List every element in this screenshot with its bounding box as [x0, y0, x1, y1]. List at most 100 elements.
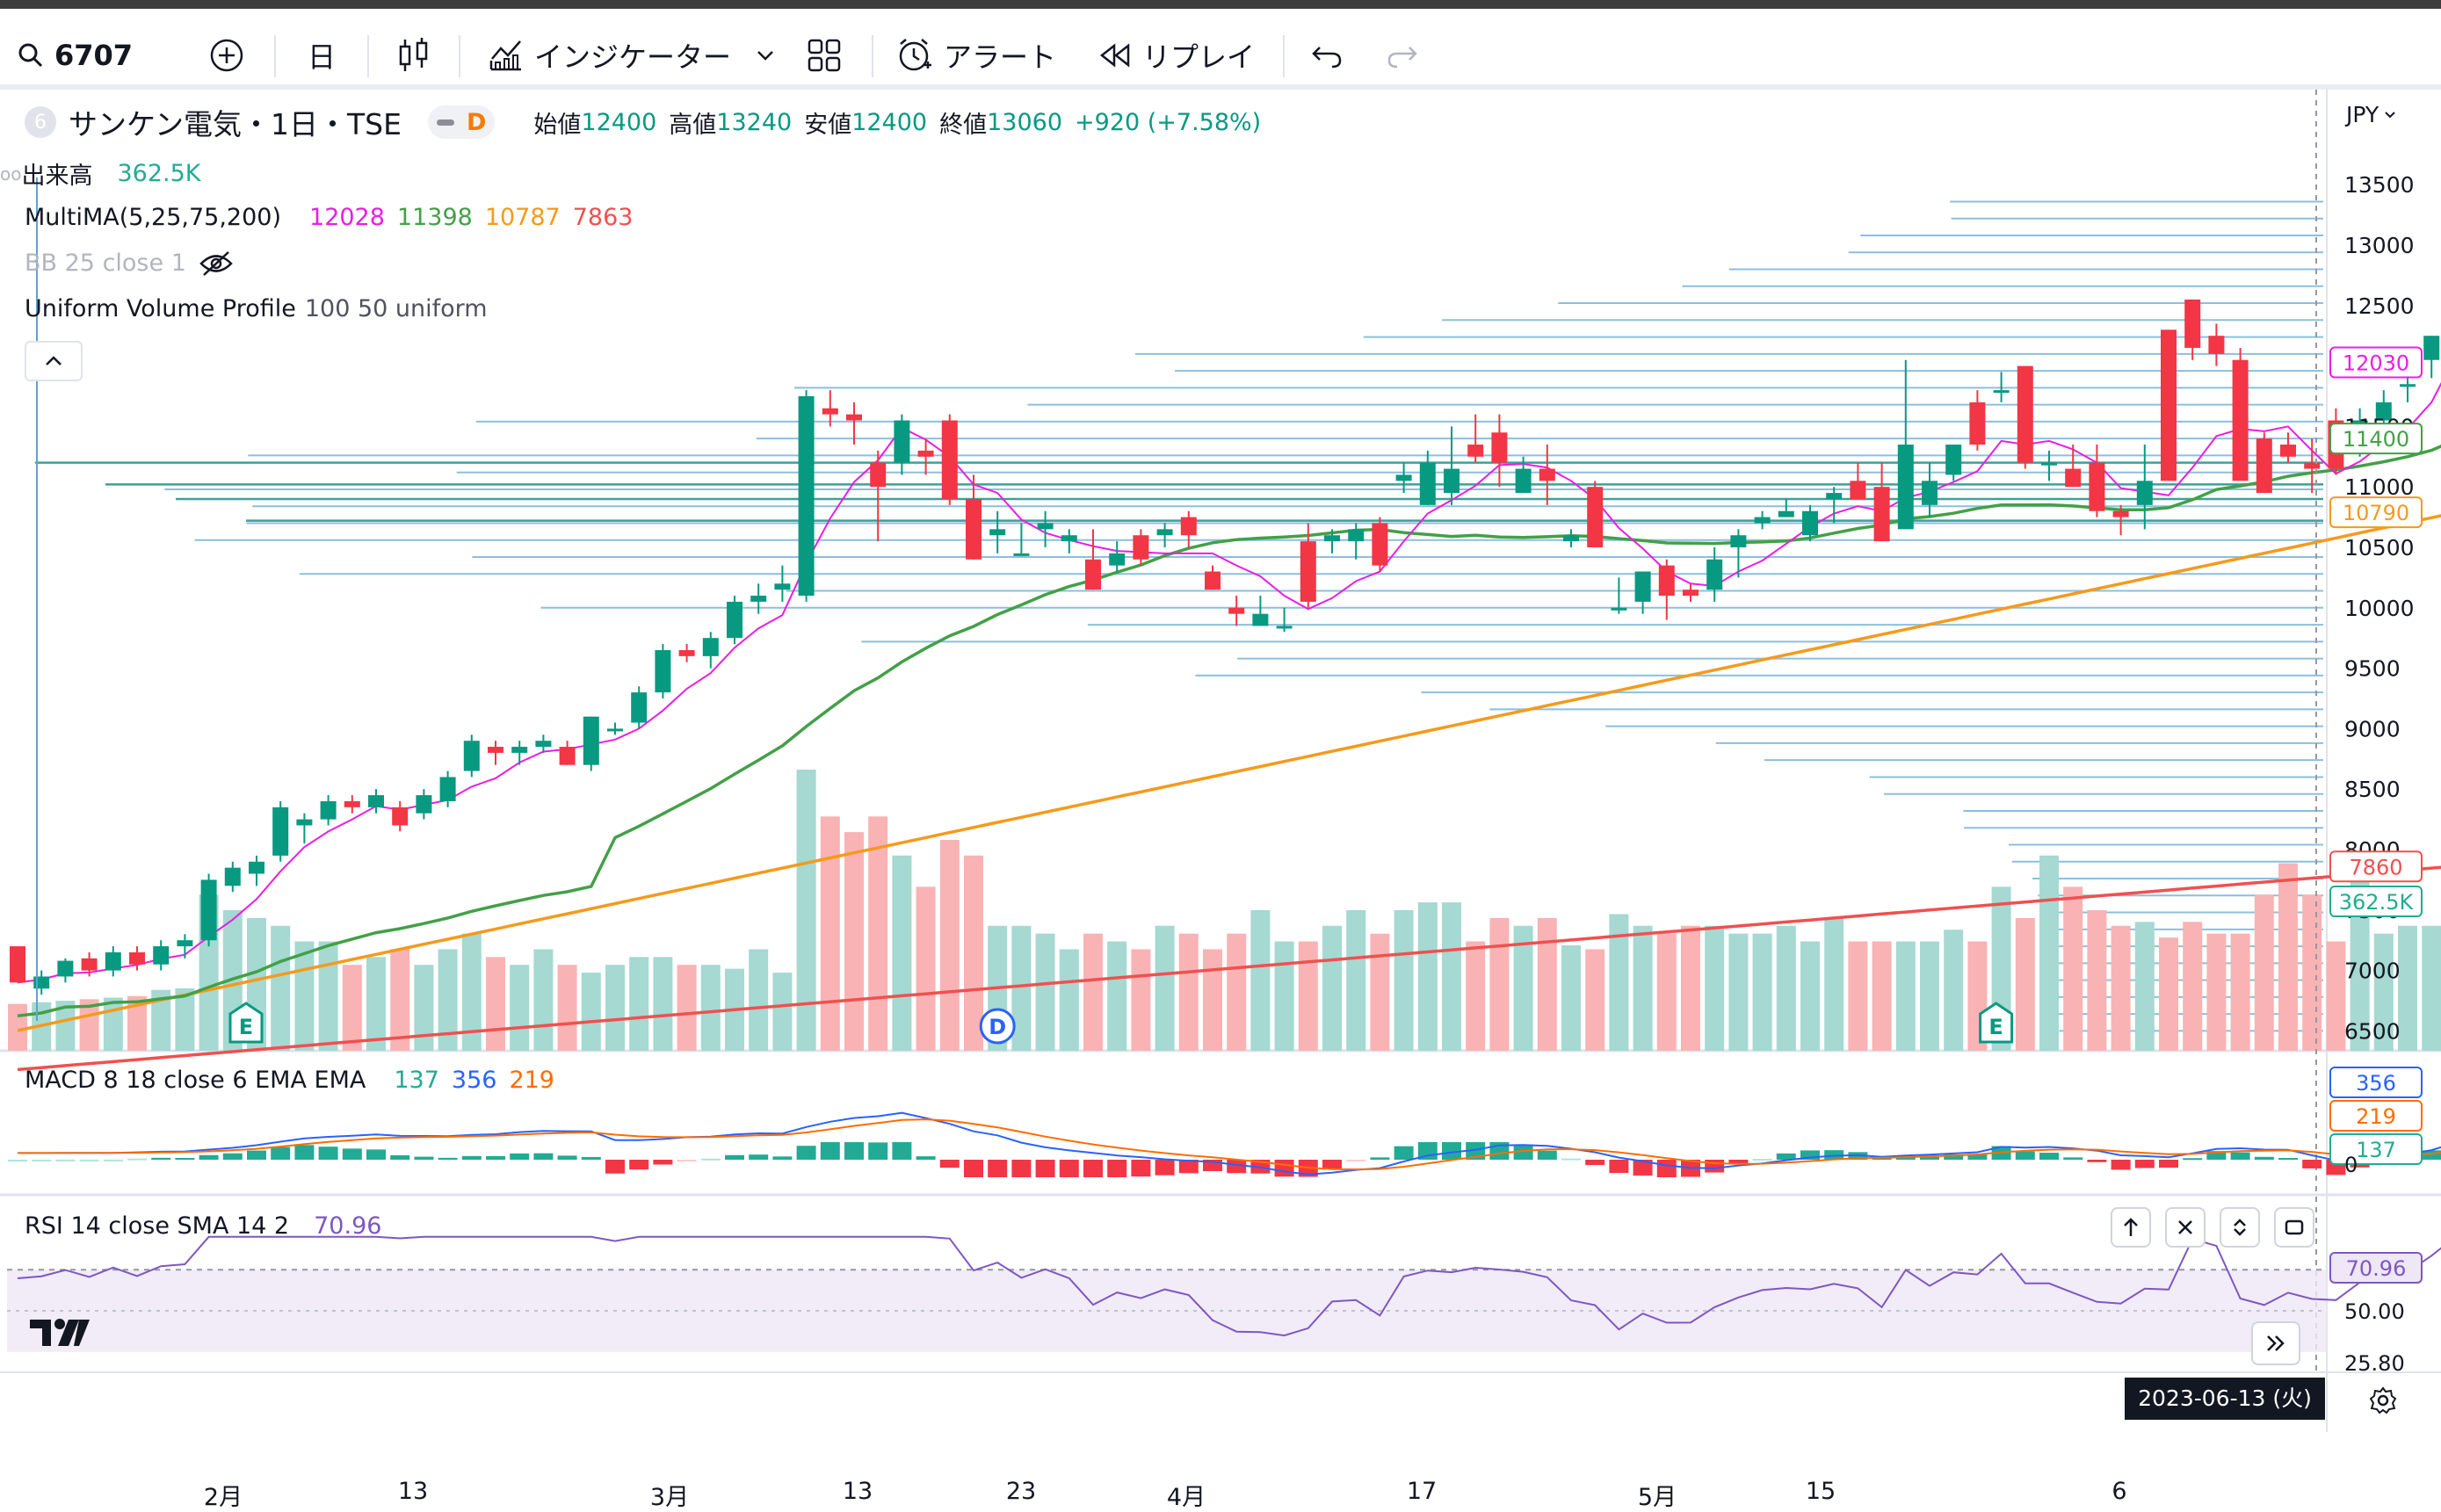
candle-body: [320, 800, 337, 820]
top-toolbar: 6707 日 インジケーター アラート リプレイ: [0, 0, 2441, 86]
volume-bar: [1466, 941, 1486, 1051]
macd-histogram-bar: [2134, 1160, 2155, 1168]
macd-signal-badge: 219: [2329, 1100, 2423, 1132]
chart-type-button[interactable]: [397, 18, 431, 93]
macd-histogram-bar: [916, 1156, 936, 1160]
restore-pane-button[interactable]: [2274, 1207, 2314, 1248]
currency-button[interactable]: JPY: [2346, 102, 2396, 127]
volume-label: 出来高: [21, 163, 93, 190]
candle-body: [798, 396, 815, 597]
search-icon: [18, 43, 43, 68]
candle-body: [1252, 613, 1269, 626]
volume-legend[interactable]: oo 出来高 362.5K: [0, 156, 214, 191]
macd-legend[interactable]: MACD 8 18 close 6 EMA EMA 137 356 219: [25, 1067, 567, 1094]
volume-bar: [677, 965, 697, 1051]
layout-grid-icon: [808, 39, 841, 72]
macd-histogram-bar: [366, 1149, 386, 1160]
price-tick-label: 6500: [2344, 1018, 2401, 1044]
macd-histogram-bar: [1585, 1160, 1605, 1166]
macd-histogram-bar: [1178, 1160, 1199, 1174]
macd-histogram-bar: [2111, 1160, 2131, 1170]
candle-body: [1730, 535, 1747, 547]
maximize-pane-button[interactable]: [2220, 1207, 2260, 1248]
layout-button[interactable]: [807, 18, 842, 93]
volume-bar: [1656, 933, 1677, 1051]
rsi-legend[interactable]: RSI 14 close SMA 14 2 70.96: [25, 1212, 394, 1240]
volume-prefix: oo: [0, 163, 22, 184]
volume-bar: [1250, 910, 1271, 1051]
macd-histogram-bar: [1322, 1160, 1342, 1169]
candle-body: [1515, 468, 1532, 494]
candle-body: [416, 795, 432, 814]
candle-body: [1873, 487, 1890, 542]
undo-button[interactable]: [1311, 18, 1343, 93]
toolbar-divider: [367, 35, 369, 77]
event-marker: E: [1979, 1002, 2014, 1044]
ma25-price-badge: 11400: [2329, 423, 2423, 455]
event-marker-label: E: [1988, 1015, 2003, 1039]
macd-histogram-bar: [892, 1142, 912, 1160]
chart-canvas[interactable]: EDE1350013000125001200011500110001050010…: [0, 90, 2441, 1432]
candle-body: [1013, 553, 1030, 556]
volume-bar: [749, 949, 769, 1051]
macd-histogram-bar: [1442, 1142, 1461, 1160]
candle-body: [1372, 523, 1388, 566]
interval-button[interactable]: 日: [308, 18, 336, 93]
dividend-marker: [979, 1008, 1016, 1045]
volume-bar: [342, 965, 362, 1051]
price-tick-label: 13000: [2344, 233, 2415, 258]
eye-off-icon[interactable]: [199, 250, 234, 277]
candle-body: [1706, 559, 1723, 590]
symbol-logo: 6: [25, 106, 56, 138]
macd-histogram-bar: [653, 1160, 673, 1165]
replay-button[interactable]: リプレイ: [1098, 18, 1255, 93]
alert-button[interactable]: アラート: [896, 18, 1056, 93]
candle-body: [463, 741, 480, 771]
macd-histogram-bar: [151, 1157, 171, 1160]
volume-bar: [414, 965, 434, 1051]
volume-profile-legend[interactable]: Uniform Volume Profile 100 50 uniform: [25, 295, 500, 322]
ma200-price-badge-box: [2329, 850, 2423, 883]
bb-legend[interactable]: BB 25 close 1: [25, 250, 234, 277]
collapse-legend-button[interactable]: [25, 341, 83, 381]
ma5-price-badge-box: [2329, 346, 2423, 379]
volume-bar: [1011, 925, 1032, 1051]
chart-area[interactable]: EDE1350013000125001200011500110001050010…: [0, 90, 2441, 1511]
multima-label: MultiMA(5,25,75,200): [25, 204, 282, 231]
indicators-button[interactable]: インジケーター: [489, 18, 775, 93]
candle-body: [1444, 468, 1460, 494]
redo-button[interactable]: [1387, 18, 1418, 93]
multima-legend[interactable]: MultiMA(5,25,75,200) 12028 11398 10787 7…: [25, 204, 645, 231]
volume-bar: [772, 973, 793, 1051]
volume-bar: [1920, 941, 1939, 1051]
macd-histogram-bar: [1944, 1154, 1964, 1160]
macd-histogram-bar: [2063, 1157, 2083, 1160]
volume-bar: [1752, 933, 1772, 1051]
settings-button[interactable]: [2364, 1381, 2402, 1420]
candle-body: [2280, 445, 2296, 457]
compare-button[interactable]: [209, 18, 244, 93]
macd-histogram-bar: [605, 1160, 625, 1174]
ma5-value: 12028: [309, 204, 385, 231]
scroll-to-realtime-button[interactable]: [2251, 1321, 2300, 1365]
ohlc-open-label: 始値: [533, 111, 582, 139]
bb-label: BB 25 close 1: [25, 250, 186, 277]
market-status-pill[interactable]: D: [427, 105, 496, 139]
symbol-title[interactable]: サンケン電気・1日・TSE: [69, 107, 402, 141]
candle-body: [2017, 365, 2033, 463]
symbol-search[interactable]: 6707: [18, 18, 133, 93]
macd-histogram-bar: [1561, 1158, 1581, 1161]
candle-body: [1611, 607, 1627, 611]
tradingview-logo[interactable]: [28, 1316, 91, 1349]
candle-body: [631, 692, 648, 723]
close-pane-button[interactable]: [2165, 1207, 2206, 1248]
macd-histogram-bar: [1609, 1160, 1629, 1174]
price-tick-label: 12500: [2344, 293, 2415, 319]
price-tick-label: 8500: [2344, 777, 2401, 802]
macd-histogram-bar: [461, 1155, 482, 1160]
candle-body: [368, 795, 384, 807]
candle-body: [1922, 481, 1938, 505]
volume-bar: [271, 925, 291, 1051]
move-pane-up-button[interactable]: [2111, 1207, 2151, 1248]
ohlc-open-value: 12400: [581, 108, 657, 136]
